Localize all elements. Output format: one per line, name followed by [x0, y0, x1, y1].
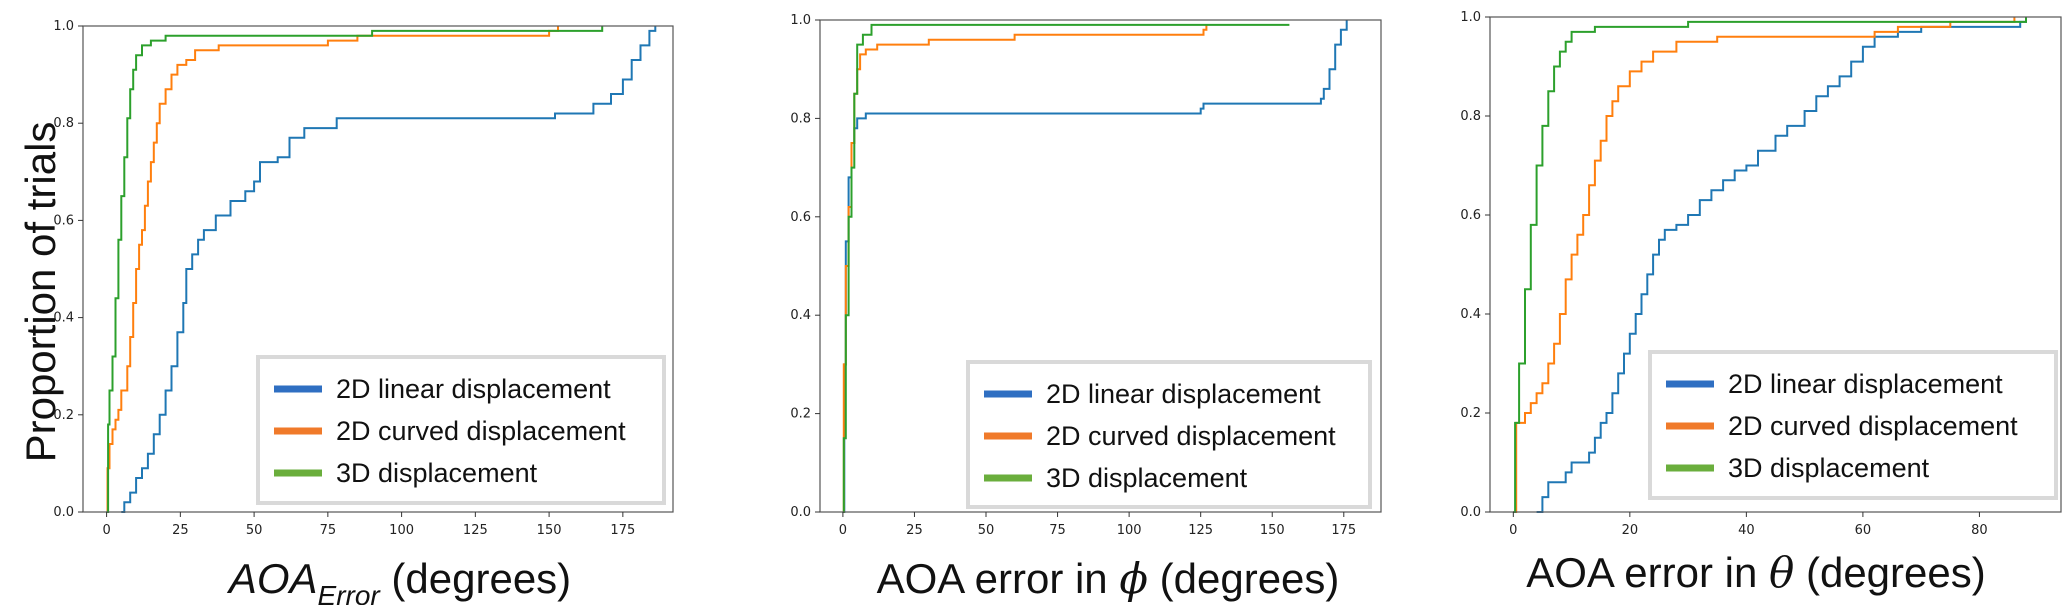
y-tick-label: 1.0	[790, 13, 811, 28]
y-tick-label: 0.4	[790, 308, 811, 323]
legend-label: 3D displacement	[336, 458, 538, 488]
x-tick-label: 175	[1331, 523, 1356, 538]
x-axis-label-chart-3: AOA error in θ (degrees)	[1526, 548, 1985, 597]
legend-box	[1648, 350, 2058, 500]
y-tick-label: 0.6	[1460, 208, 1481, 223]
legend-label: 2D linear displacement	[336, 374, 611, 404]
legend-box	[966, 360, 1372, 509]
x-tick-label: 50	[978, 523, 995, 538]
x-tick-label: 125	[1188, 523, 1213, 538]
x-tick-label: 0	[102, 523, 110, 538]
legend: 2D linear displacement 2D curved displace…	[1648, 350, 2058, 500]
series-line-orange	[106, 26, 559, 513]
x-tick-label: 40	[1738, 523, 1755, 538]
series-line-orange	[1513, 17, 2016, 513]
x-tick-label: 0	[1509, 523, 1517, 538]
series-line-green	[1513, 17, 2027, 513]
y-tick-label: 0.0	[53, 505, 74, 520]
x-tick-label: 60	[1855, 523, 1872, 538]
x-axis-label-chart-2: AOA error in ϕ (degrees)	[877, 554, 1340, 603]
x-tick-label: 80	[1971, 523, 1988, 538]
y-tick-label: 0.8	[790, 111, 811, 126]
y-tick-label: 1.0	[1460, 10, 1481, 25]
y-tick-label: 0.6	[53, 213, 74, 228]
legend-label: 2D linear displacement	[1728, 369, 2003, 399]
x-tick-label: 100	[1117, 523, 1142, 538]
chart-aoa-error-theta: 0 20 40 60 80 0.0 0.2 0.4 0.6 0.8 1.0 2D linear dis…	[1460, 10, 2062, 538]
series-line-green	[106, 26, 604, 513]
legend-label: 3D displacement	[1046, 463, 1248, 493]
y-tick-label: 1.0	[53, 19, 74, 34]
legend-label: 3D displacement	[1728, 453, 1930, 483]
y-tick-label: 0.2	[1460, 406, 1481, 421]
y-tick-label: 0.8	[1460, 109, 1481, 124]
x-tick-label: 75	[1049, 523, 1066, 538]
legend: 2D linear displacement 2D curved displace…	[966, 360, 1372, 509]
plot-frame	[819, 19, 1382, 513]
y-tick-label: 0.4	[53, 311, 74, 326]
x-tick-label: 175	[610, 523, 635, 538]
series-line-blue	[1536, 17, 2027, 513]
x-tick-label: 100	[389, 523, 414, 538]
series-line-blue	[121, 26, 657, 513]
y-axis-label: Proportion of trials	[17, 122, 64, 463]
y-tick-label: 0.6	[790, 210, 811, 225]
x-tick-label: 25	[906, 523, 923, 538]
chart-aoa-error-phi: 0 25 50 75 100 125 150 175 0.0 0.2 0.4 0.6 0.8 1.0 2D …	[790, 13, 1382, 538]
legend: 2D linear displacement 2D curved displace…	[256, 355, 666, 505]
x-tick-label: 125	[463, 523, 488, 538]
legend-label: 2D curved displacement	[1046, 421, 1336, 451]
y-tick-label: 0.2	[53, 408, 74, 423]
x-tick-label: 150	[1260, 523, 1285, 538]
x-tick-label: 0	[839, 523, 847, 538]
series-line-green	[842, 23, 1290, 513]
x-tick-label: 150	[537, 523, 562, 538]
y-tick-label: 0.0	[790, 505, 811, 520]
y-tick-label: 0.0	[1460, 505, 1481, 520]
chart-aoa-error: 0 25 50 75 100 125 150 175 0.0 0.2 0.4 0.6 0.8 1.0 2D …	[53, 19, 674, 538]
x-tick-label: 25	[172, 523, 189, 538]
legend-label: 2D curved displacement	[1728, 411, 2018, 441]
series-line-orange	[842, 24, 1208, 513]
x-tick-label: 75	[320, 523, 337, 538]
plot-frame	[1489, 16, 2062, 513]
x-tick-label: 20	[1622, 523, 1639, 538]
y-tick-label: 0.4	[1460, 307, 1481, 322]
x-axis-label-chart-1: AOAError (degrees)	[226, 555, 571, 605]
y-tick-label: 0.8	[53, 116, 74, 131]
x-tick-label: 50	[246, 523, 263, 538]
legend-label: 2D curved displacement	[336, 416, 626, 446]
legend-box	[256, 355, 666, 505]
legend-label: 2D linear displacement	[1046, 379, 1321, 409]
y-tick-label: 0.2	[790, 407, 811, 422]
plot-frame	[82, 25, 674, 513]
